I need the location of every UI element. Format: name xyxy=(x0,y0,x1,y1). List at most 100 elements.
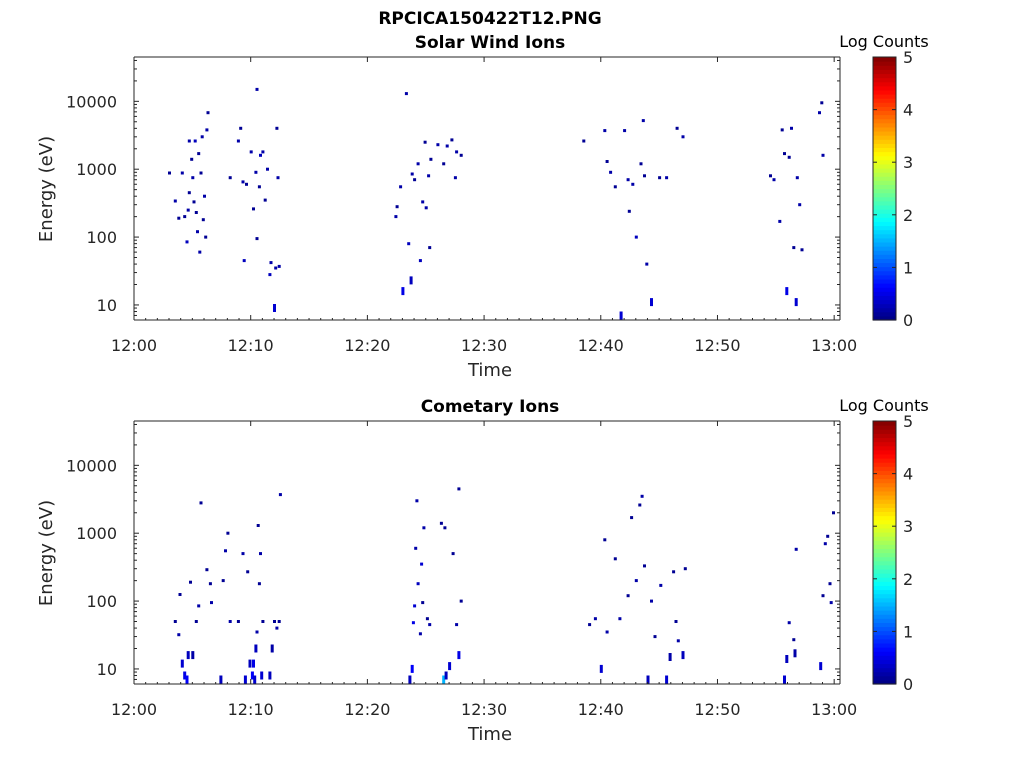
colorbar-segment xyxy=(873,89,896,95)
data-pixel xyxy=(634,235,638,239)
colorbar-segment xyxy=(873,130,896,136)
data-pixel xyxy=(643,564,646,568)
colorbar-tick-label: 3 xyxy=(903,517,913,536)
colorbar-segment xyxy=(873,283,896,288)
data-pixel xyxy=(643,174,646,178)
data-pixel xyxy=(646,675,650,684)
colorbar-segment xyxy=(873,589,896,595)
data-pixel xyxy=(410,172,414,176)
colorbar-segment xyxy=(873,544,896,549)
data-pixel xyxy=(204,235,208,239)
colorbar-segment xyxy=(873,499,896,504)
colorbar-segment xyxy=(873,246,896,251)
data-pixel xyxy=(274,266,278,270)
colorbar-segment xyxy=(873,250,896,255)
colorbar-segment xyxy=(873,143,896,149)
data-pixel xyxy=(261,150,265,154)
data-pixel xyxy=(792,246,796,250)
colorbar-segment xyxy=(873,630,896,636)
colorbar-segment xyxy=(873,106,896,112)
colorbar-segment xyxy=(873,421,896,426)
data-pixel xyxy=(219,675,223,684)
colorbar-segment xyxy=(873,663,896,669)
colorbar-segment xyxy=(873,196,896,202)
colorbar-segment xyxy=(873,192,896,198)
colorbar-segment xyxy=(873,270,896,276)
colorbar-segment xyxy=(873,85,896,91)
data-pixel xyxy=(187,191,191,195)
y-tick-label: 10 xyxy=(97,296,117,315)
data-pixel xyxy=(778,219,782,223)
data-pixel xyxy=(189,580,192,584)
colorbar-segment xyxy=(873,445,896,451)
data-pixel xyxy=(457,487,461,491)
data-pixel xyxy=(194,620,198,623)
data-pixel xyxy=(613,557,617,561)
colorbar-segment xyxy=(873,638,896,644)
data-pixel xyxy=(645,262,649,266)
data-pixel xyxy=(665,675,669,684)
colorbar-segment xyxy=(873,548,896,554)
y-tick-label: 10000 xyxy=(66,456,117,475)
colorbar-segment xyxy=(873,229,896,235)
colorbar-segment xyxy=(873,618,896,623)
colorbar-tick-label: 2 xyxy=(903,570,913,589)
colorbar-frame xyxy=(872,56,897,321)
colorbar-segment xyxy=(873,433,896,439)
data-pixel xyxy=(668,653,672,661)
data-pixel xyxy=(191,651,195,660)
data-pixel xyxy=(185,675,189,684)
x-tick-label: 12:10 xyxy=(228,700,274,719)
colorbar-segment xyxy=(873,453,896,459)
data-pixel xyxy=(780,128,784,132)
colorbar-segment xyxy=(873,209,896,214)
data-pixel xyxy=(206,111,210,115)
colorbar-segment xyxy=(873,494,896,500)
data-pixel xyxy=(436,143,440,147)
data-pixel xyxy=(416,582,420,586)
data-pixel xyxy=(798,203,802,207)
colorbar-segment xyxy=(873,307,896,313)
y-tick-label: 100 xyxy=(86,592,117,611)
data-pixel xyxy=(255,630,259,634)
data-pixel xyxy=(429,157,433,161)
data-pixel xyxy=(792,638,796,642)
data-pixel xyxy=(681,135,685,139)
data-pixel xyxy=(190,157,194,161)
colorbar-segment xyxy=(873,311,896,317)
data-pixel xyxy=(631,182,635,186)
data-pixel xyxy=(603,129,607,133)
colorbar-segment xyxy=(873,217,896,222)
colorbar-segment xyxy=(873,610,896,615)
data-pixel xyxy=(252,659,255,668)
data-pixel xyxy=(205,128,209,132)
data-pixel xyxy=(634,579,638,583)
x-tick-label: 12:00 xyxy=(111,336,157,355)
colorbar-segment xyxy=(873,274,896,280)
colorbar-segment xyxy=(873,287,896,292)
data-pixel xyxy=(821,153,825,157)
data-pixel xyxy=(277,264,281,268)
x-tick-label: 13:00 xyxy=(811,700,857,719)
data-pixel xyxy=(826,534,830,538)
data-pixel xyxy=(198,250,202,254)
colorbar-segment xyxy=(873,180,896,185)
colorbar-segment xyxy=(873,478,896,484)
colorbar-segment xyxy=(873,536,896,541)
data-pixel xyxy=(640,494,644,498)
data-pixel xyxy=(241,180,245,184)
colorbar-segment xyxy=(873,126,896,132)
data-pixel xyxy=(252,207,255,211)
data-pixel xyxy=(675,126,679,130)
data-pixel xyxy=(603,538,607,542)
colorbar-tick-label: 4 xyxy=(903,101,913,120)
y-tick-label: 1000 xyxy=(76,160,117,179)
data-pixel xyxy=(626,594,630,598)
data-pixel xyxy=(818,111,821,115)
data-pixel xyxy=(201,218,205,222)
colorbar-segment xyxy=(873,511,896,517)
data-pixel xyxy=(425,617,429,621)
data-pixel xyxy=(829,601,833,605)
y-tick-label: 10000 xyxy=(66,92,117,111)
